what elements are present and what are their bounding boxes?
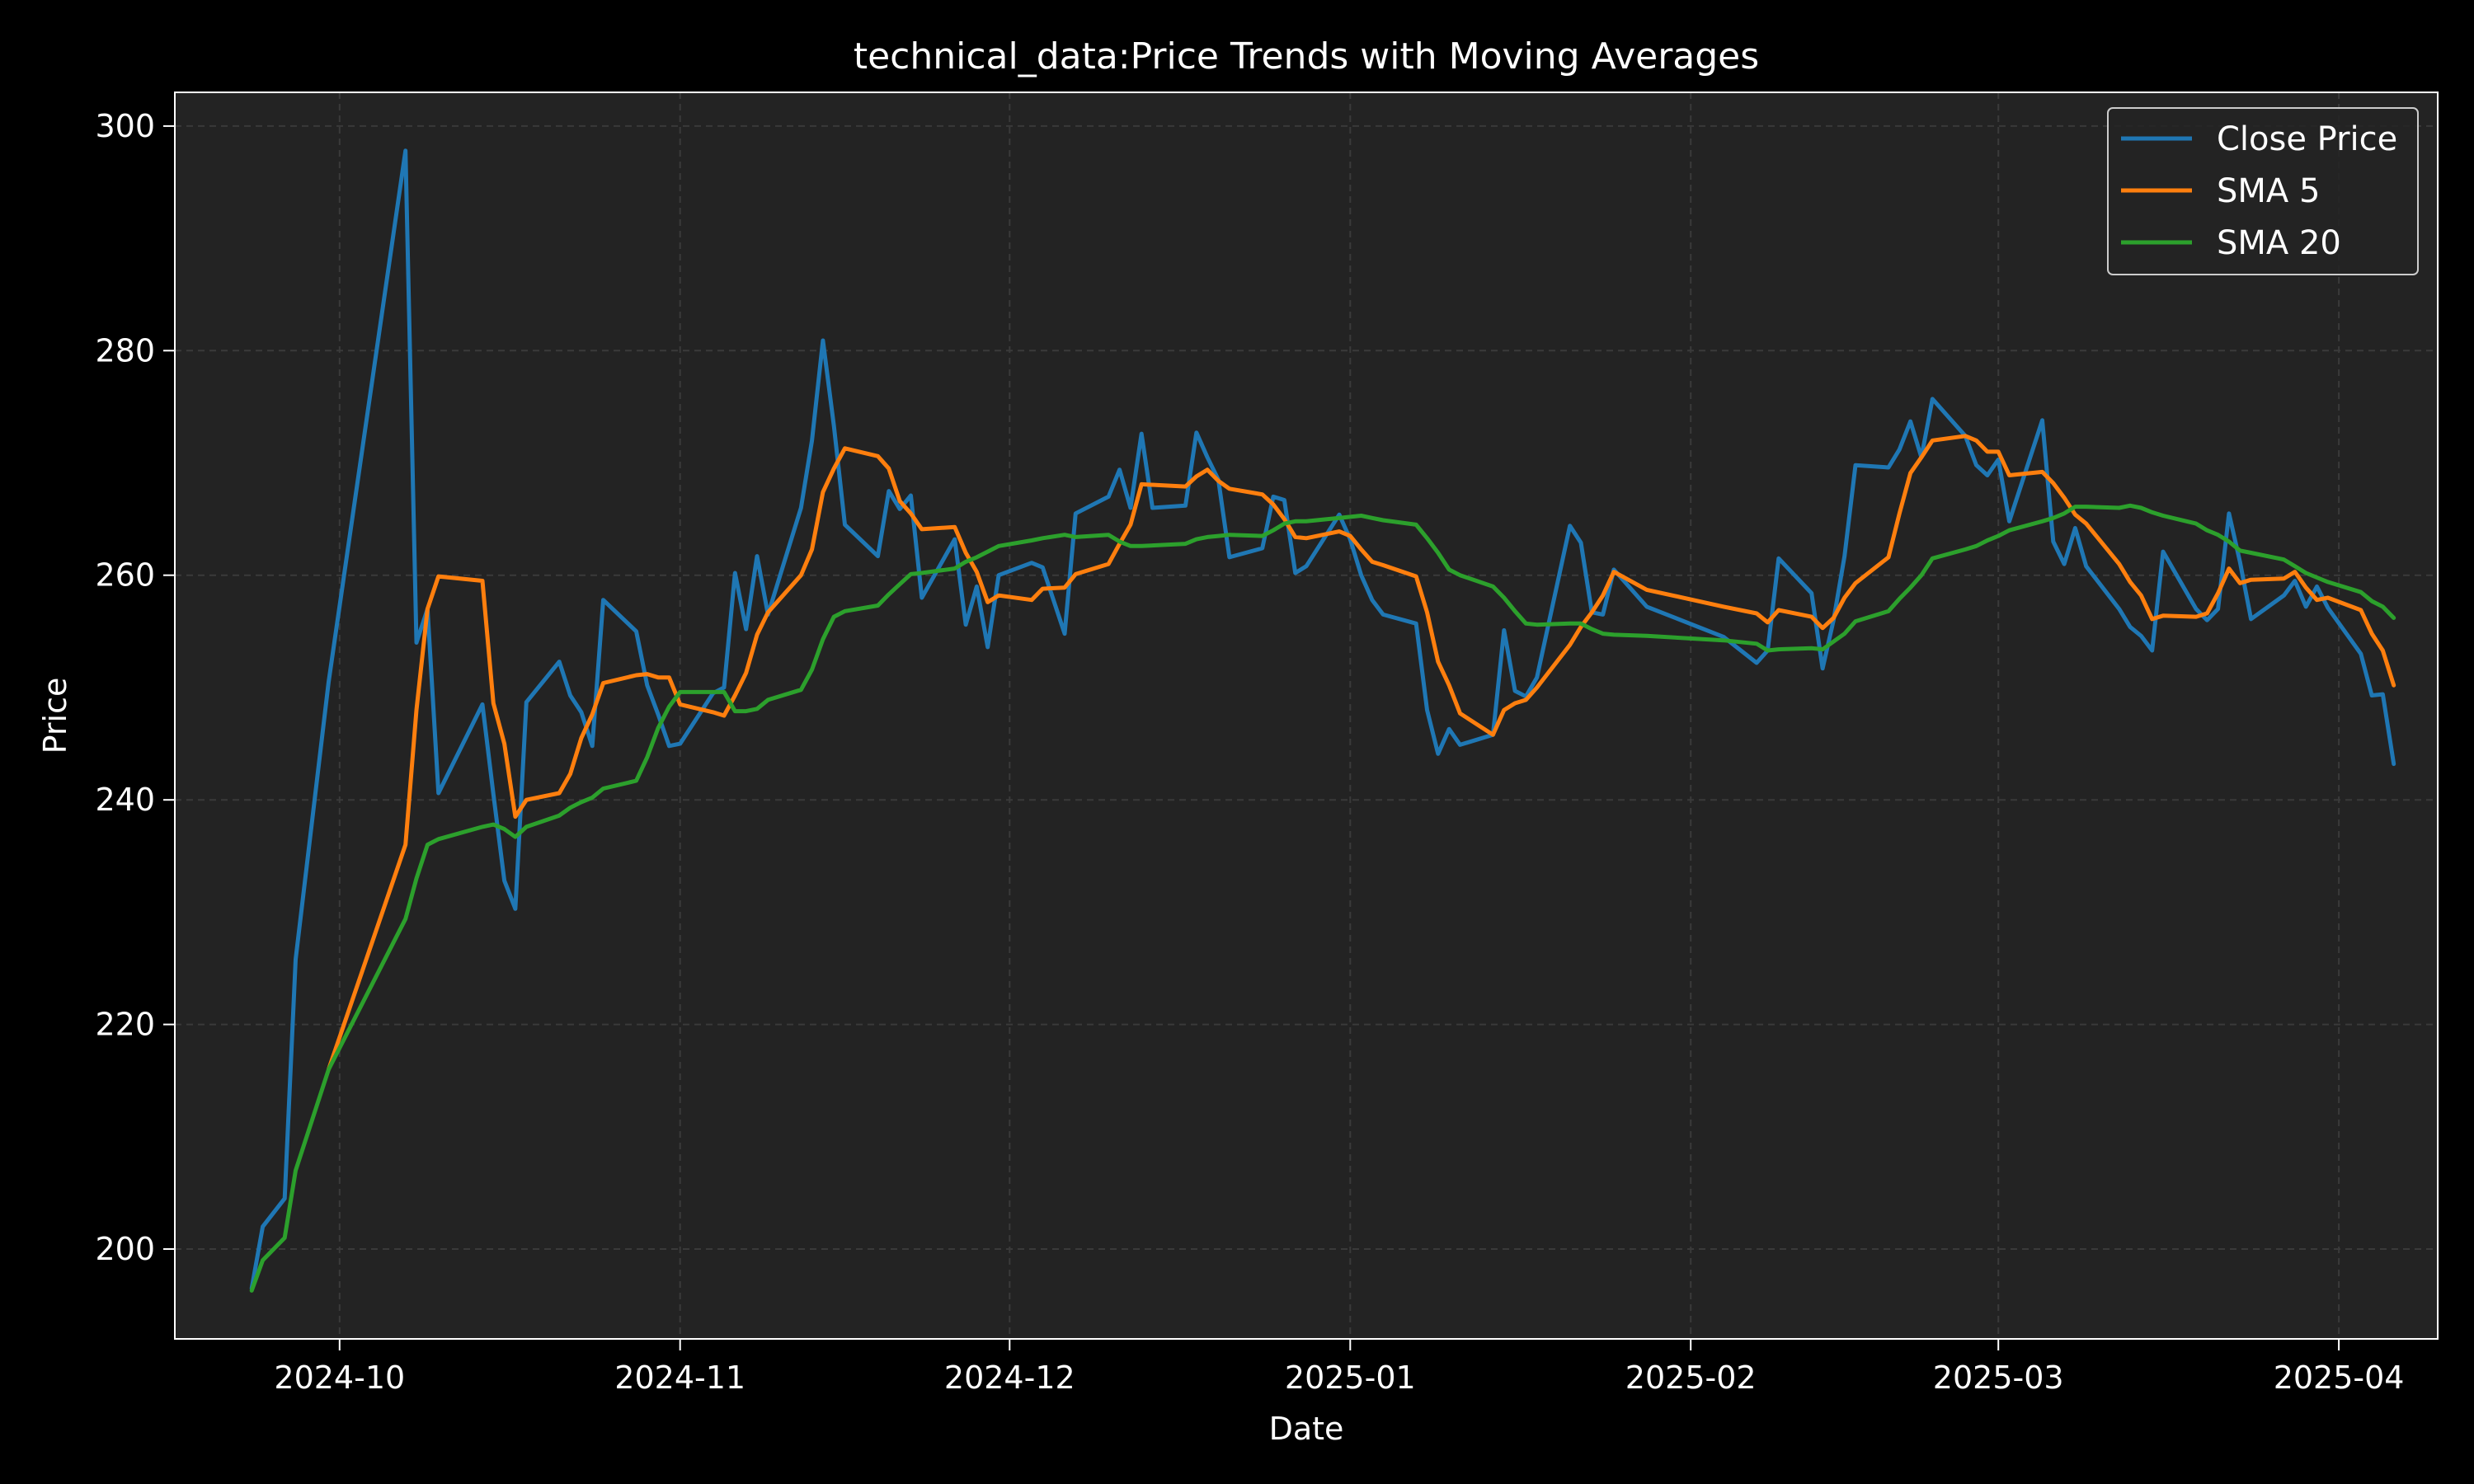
x-tick-label: 2025-04 <box>2274 1360 2405 1396</box>
y-axis-label: Price <box>37 678 73 754</box>
legend-label-sma-5: SMA 5 <box>2217 172 2320 210</box>
legend-label-sma-20: SMA 20 <box>2217 224 2341 262</box>
series-layer <box>249 148 2396 1293</box>
x-axis-label: Date <box>1269 1411 1344 1447</box>
y-tick-label: 240 <box>95 782 155 818</box>
series-line-sma-20 <box>249 503 2396 1293</box>
x-tick-label: 2024-10 <box>274 1360 405 1396</box>
legend-label-close-price: Close Price <box>2217 120 2397 158</box>
y-tick-label: 280 <box>95 332 155 369</box>
grid-lines <box>175 92 2438 1339</box>
x-tick-label: 2025-01 <box>1285 1360 1416 1396</box>
chart-title: technical_data:Price Trends with Moving … <box>854 35 1759 77</box>
x-tick-label: 2025-03 <box>1933 1360 2064 1396</box>
x-tick-label: 2025-02 <box>1625 1360 1757 1396</box>
plot-area <box>175 92 2438 1339</box>
plot-frame <box>174 92 2439 1340</box>
y-axis: 200 220 240 260 280 300 <box>95 108 175 1267</box>
legend: Close Price SMA 5 SMA 20 <box>2107 107 2419 275</box>
legend-box <box>2107 107 2419 275</box>
x-axis: 2024-10 2024-11 2024-12 2025-01 2025-02 2025-… <box>274 1339 2404 1396</box>
y-tick-label: 220 <box>95 1007 155 1043</box>
y-tick-label: 260 <box>95 557 155 594</box>
y-tick-label: 200 <box>95 1231 155 1267</box>
x-tick-label: 2024-11 <box>614 1360 745 1396</box>
y-tick-label: 300 <box>95 108 155 144</box>
x-tick-label: 2024-12 <box>944 1360 1075 1396</box>
series-line-sma-5 <box>327 434 2396 1072</box>
